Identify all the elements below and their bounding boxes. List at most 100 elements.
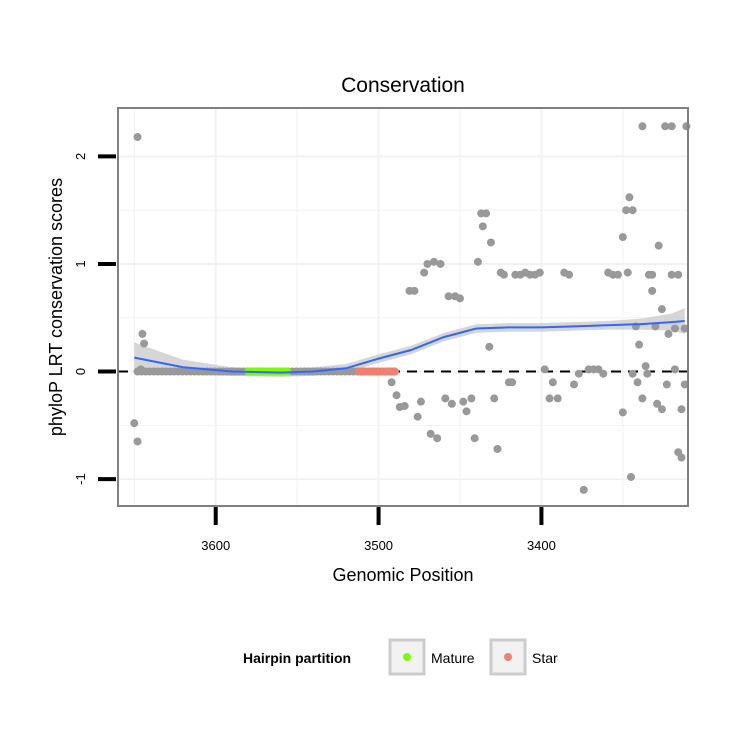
data-point bbox=[648, 286, 657, 295]
data-point bbox=[677, 453, 686, 462]
data-point bbox=[643, 369, 652, 378]
data-point bbox=[540, 365, 549, 374]
legend-label-star: Star bbox=[532, 650, 558, 666]
data-point bbox=[628, 206, 637, 215]
data-point bbox=[682, 122, 691, 131]
data-point bbox=[553, 394, 562, 403]
data-point bbox=[623, 268, 632, 277]
legend: Hairpin partition Mature Star bbox=[243, 638, 558, 676]
chart-title: Conservation bbox=[341, 74, 465, 97]
data-point bbox=[641, 362, 650, 371]
y-tick-label: 2 bbox=[73, 153, 88, 160]
data-point bbox=[664, 329, 673, 338]
data-point bbox=[674, 270, 683, 279]
data-point bbox=[545, 394, 554, 403]
ribbon-layer bbox=[134, 308, 685, 377]
data-point bbox=[133, 133, 142, 142]
data-point bbox=[633, 378, 642, 387]
data-point bbox=[508, 378, 517, 387]
legend-title: Hairpin partition bbox=[243, 650, 351, 666]
y-tick-label: 1 bbox=[73, 260, 88, 267]
data-point bbox=[462, 407, 471, 416]
smooth-fit-line bbox=[134, 320, 685, 374]
data-point bbox=[138, 329, 147, 338]
data-point bbox=[565, 270, 574, 279]
data-point bbox=[677, 405, 686, 414]
legend-key-star-dot bbox=[504, 653, 512, 661]
data-point bbox=[635, 340, 644, 349]
y-tick-label: -1 bbox=[73, 473, 88, 485]
legend-key-mature-box bbox=[388, 638, 426, 676]
data-point bbox=[599, 369, 608, 378]
data-point bbox=[392, 391, 401, 400]
data-point bbox=[618, 408, 627, 417]
panel-border bbox=[117, 107, 689, 507]
x-tick-label: 3400 bbox=[527, 538, 556, 553]
data-point bbox=[490, 394, 499, 403]
data-point bbox=[485, 342, 494, 351]
y-tick-label: 0 bbox=[73, 368, 88, 375]
star-point bbox=[390, 367, 399, 376]
data-point bbox=[622, 206, 631, 215]
data-point bbox=[548, 378, 557, 387]
data-point bbox=[662, 380, 671, 389]
smooth-layer bbox=[134, 320, 685, 374]
data-point bbox=[653, 399, 662, 408]
plot-panel bbox=[117, 107, 691, 507]
x-tick-label: 3600 bbox=[201, 538, 230, 553]
data-point bbox=[680, 380, 689, 389]
x-axis-label: Genomic Position bbox=[332, 565, 473, 585]
legend-key-mature-dot bbox=[403, 653, 411, 661]
data-point bbox=[499, 270, 508, 279]
data-point bbox=[667, 270, 676, 279]
data-point bbox=[444, 292, 453, 301]
data-point bbox=[413, 412, 422, 421]
data-point bbox=[579, 485, 588, 494]
data-point bbox=[473, 257, 482, 266]
data-point bbox=[387, 378, 396, 387]
data-point bbox=[657, 405, 666, 414]
grid-layer bbox=[118, 108, 688, 506]
data-point bbox=[638, 122, 647, 131]
data-point bbox=[456, 294, 464, 303]
data-point bbox=[535, 268, 544, 277]
data-point bbox=[447, 399, 456, 408]
data-point bbox=[426, 429, 435, 438]
data-point bbox=[467, 394, 476, 403]
legend-label-mature: Mature bbox=[431, 650, 475, 666]
x-axis: 3600 3500 3400 bbox=[201, 507, 556, 553]
data-point bbox=[627, 472, 635, 481]
data-point bbox=[680, 324, 689, 333]
smooth-confidence-ribbon bbox=[134, 308, 685, 377]
data-point bbox=[436, 259, 445, 268]
data-point bbox=[459, 397, 468, 406]
data-point bbox=[423, 259, 432, 268]
data-point bbox=[654, 241, 663, 250]
data-point bbox=[478, 222, 487, 231]
data-point bbox=[657, 305, 666, 314]
y-axis: -1 0 1 2 bbox=[73, 153, 116, 485]
data-point bbox=[625, 193, 634, 202]
data-point bbox=[482, 209, 491, 218]
data-point bbox=[667, 122, 676, 131]
data-point bbox=[613, 270, 622, 279]
data-point bbox=[651, 322, 660, 331]
data-point bbox=[133, 437, 142, 446]
data-point bbox=[670, 365, 679, 374]
x-tick-label: 3500 bbox=[364, 538, 393, 553]
data-point bbox=[493, 444, 502, 453]
data-point bbox=[470, 434, 479, 443]
data-point bbox=[420, 268, 429, 277]
data-point bbox=[644, 270, 653, 279]
data-point bbox=[429, 257, 438, 266]
data-point bbox=[661, 122, 670, 131]
data-point bbox=[570, 380, 578, 389]
data-point bbox=[416, 397, 425, 406]
data-point bbox=[638, 394, 647, 403]
data-point bbox=[574, 369, 583, 378]
data-point bbox=[486, 238, 495, 247]
data-point bbox=[130, 419, 139, 428]
y-axis-label: phyloP LRT conservation scores bbox=[46, 178, 66, 436]
data-point bbox=[140, 339, 149, 348]
